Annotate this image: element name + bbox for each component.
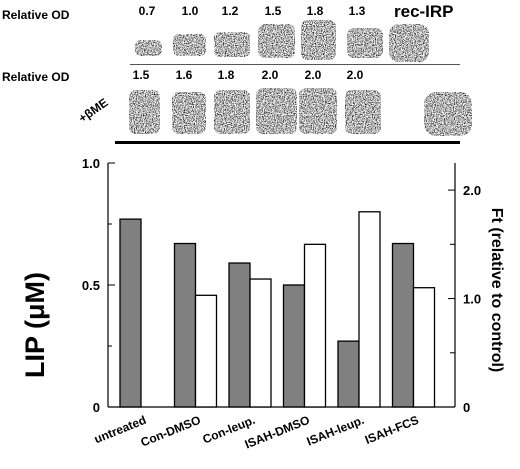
blot-band: [301, 20, 336, 60]
row1-value: 1.5: [264, 4, 282, 18]
rec-irp-label: rec-IRP: [394, 2, 454, 21]
blot-band: [214, 32, 250, 57]
y2-tick-label: 1.0: [463, 292, 481, 307]
ft-bar: [194, 294, 218, 408]
row1-value: 0.7: [138, 4, 156, 18]
row2-value: 1.6: [175, 68, 193, 82]
blot-band: [172, 92, 206, 134]
lip-bar: [119, 218, 142, 408]
row1-value: 1.3: [348, 4, 366, 18]
y2-axis-label: Ft (relative to control): [488, 208, 505, 372]
blot-band: [256, 88, 297, 134]
y-tick-label: 0.5: [82, 278, 100, 293]
y-tick-label: 0: [93, 400, 100, 415]
blot-band: [299, 88, 337, 134]
lip-bar: [228, 262, 251, 408]
row2-value: 2.0: [304, 68, 322, 82]
lip-bar: [282, 284, 306, 408]
x-tick-label: ISAH-leup.: [305, 413, 366, 449]
ft-bar: [303, 243, 327, 408]
row2-label: Relative OD: [2, 70, 70, 84]
blot-band: [389, 24, 429, 62]
y-axis-label: LIP (μM): [20, 272, 50, 378]
lip-bar: [391, 242, 415, 408]
blot-band: [173, 34, 206, 56]
ft-bar: [249, 278, 272, 408]
row2-value: 1.5: [132, 68, 150, 82]
lip-bar: [337, 340, 360, 408]
blot-band: [424, 92, 472, 136]
row1-value: 1.8: [306, 4, 324, 18]
blot-band: [345, 90, 381, 134]
y-tick-label: 1.0: [82, 156, 100, 171]
ft-bar: [358, 211, 381, 408]
row1-value: 1.2: [221, 4, 239, 18]
row2-value: 2.0: [346, 68, 364, 82]
y2-tick-label: 0: [463, 400, 470, 415]
row2-value: 1.8: [217, 68, 235, 82]
row2-value: 2.0: [261, 68, 279, 82]
blot-bands: [129, 20, 472, 136]
blot-band: [135, 40, 162, 56]
blot-separator: [130, 64, 460, 65]
row1-value: 1.0: [181, 4, 199, 18]
ft-bar: [412, 287, 436, 408]
blot-band: [129, 90, 160, 134]
x-tick-label: Con-DMSO: [139, 413, 203, 450]
x-tick-label: ISAH-FCS: [363, 413, 421, 447]
lip-bar: [173, 242, 197, 408]
blot-band: [258, 24, 295, 58]
blot-band: [214, 90, 250, 134]
blot-baseline: [115, 141, 460, 144]
blot-band: [347, 28, 383, 58]
y2-tick-label: 2.0: [463, 183, 481, 198]
row1-label: Relative OD: [2, 8, 70, 22]
